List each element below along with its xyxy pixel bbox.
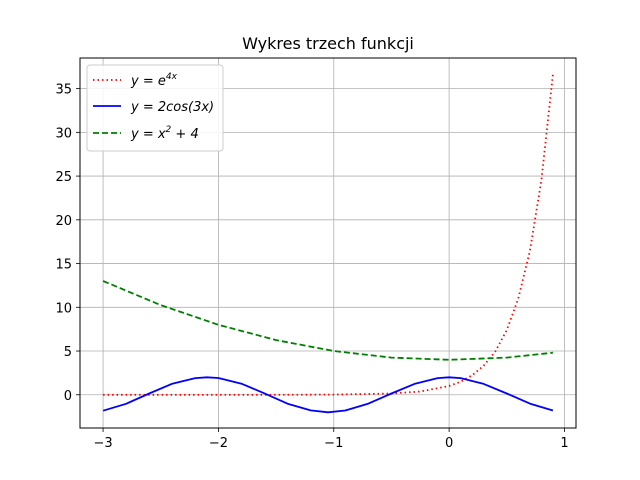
y-tick-label: 20 — [55, 214, 72, 229]
legend-label-cos: y = 2cos(3x) — [130, 100, 214, 115]
legend-quad-rest: + 4 — [171, 127, 198, 142]
legend-label-quad: y = x2 + 4 — [130, 125, 199, 142]
series-line-cos — [102, 376, 554, 414]
legend-entry-quad: y = x2 + 4 — [93, 125, 199, 142]
y-tick-label: 35 — [55, 83, 72, 98]
legend-label-exp: y = e4x — [130, 72, 178, 89]
series-layer — [102, 74, 554, 414]
legend-quad-superscript: 2 — [166, 125, 172, 135]
chart-title: Wykres trzech funkcji — [242, 34, 414, 53]
y-tick-label: 0 — [64, 389, 72, 404]
legend-entry-exp: y = e4x — [93, 72, 178, 89]
legend-exp-superscript: 4x — [166, 72, 178, 82]
legend: y = e4x y = 2cos(3x) y = x2 + 4 — [86, 64, 224, 152]
x-tick-label: −1 — [324, 436, 343, 451]
legend-box — [86, 64, 224, 152]
y-tick-label: 30 — [55, 126, 72, 141]
plot-frame — [79, 57, 577, 429]
series-line-exp — [103, 74, 554, 396]
y-tick-label: 5 — [64, 345, 72, 360]
x-tick-label: −2 — [209, 436, 228, 451]
y-tick-label: 10 — [55, 301, 72, 316]
grid — [80, 58, 576, 428]
y-tick-label: 15 — [55, 258, 72, 273]
x-tick-label: 0 — [445, 436, 453, 451]
legend-entry-cos: y = 2cos(3x) — [93, 100, 214, 115]
x-tick-label: −3 — [93, 436, 112, 451]
y-tick-label: 25 — [55, 170, 72, 185]
series-line-quad — [102, 280, 553, 361]
x-tick-label: 1 — [560, 436, 568, 451]
